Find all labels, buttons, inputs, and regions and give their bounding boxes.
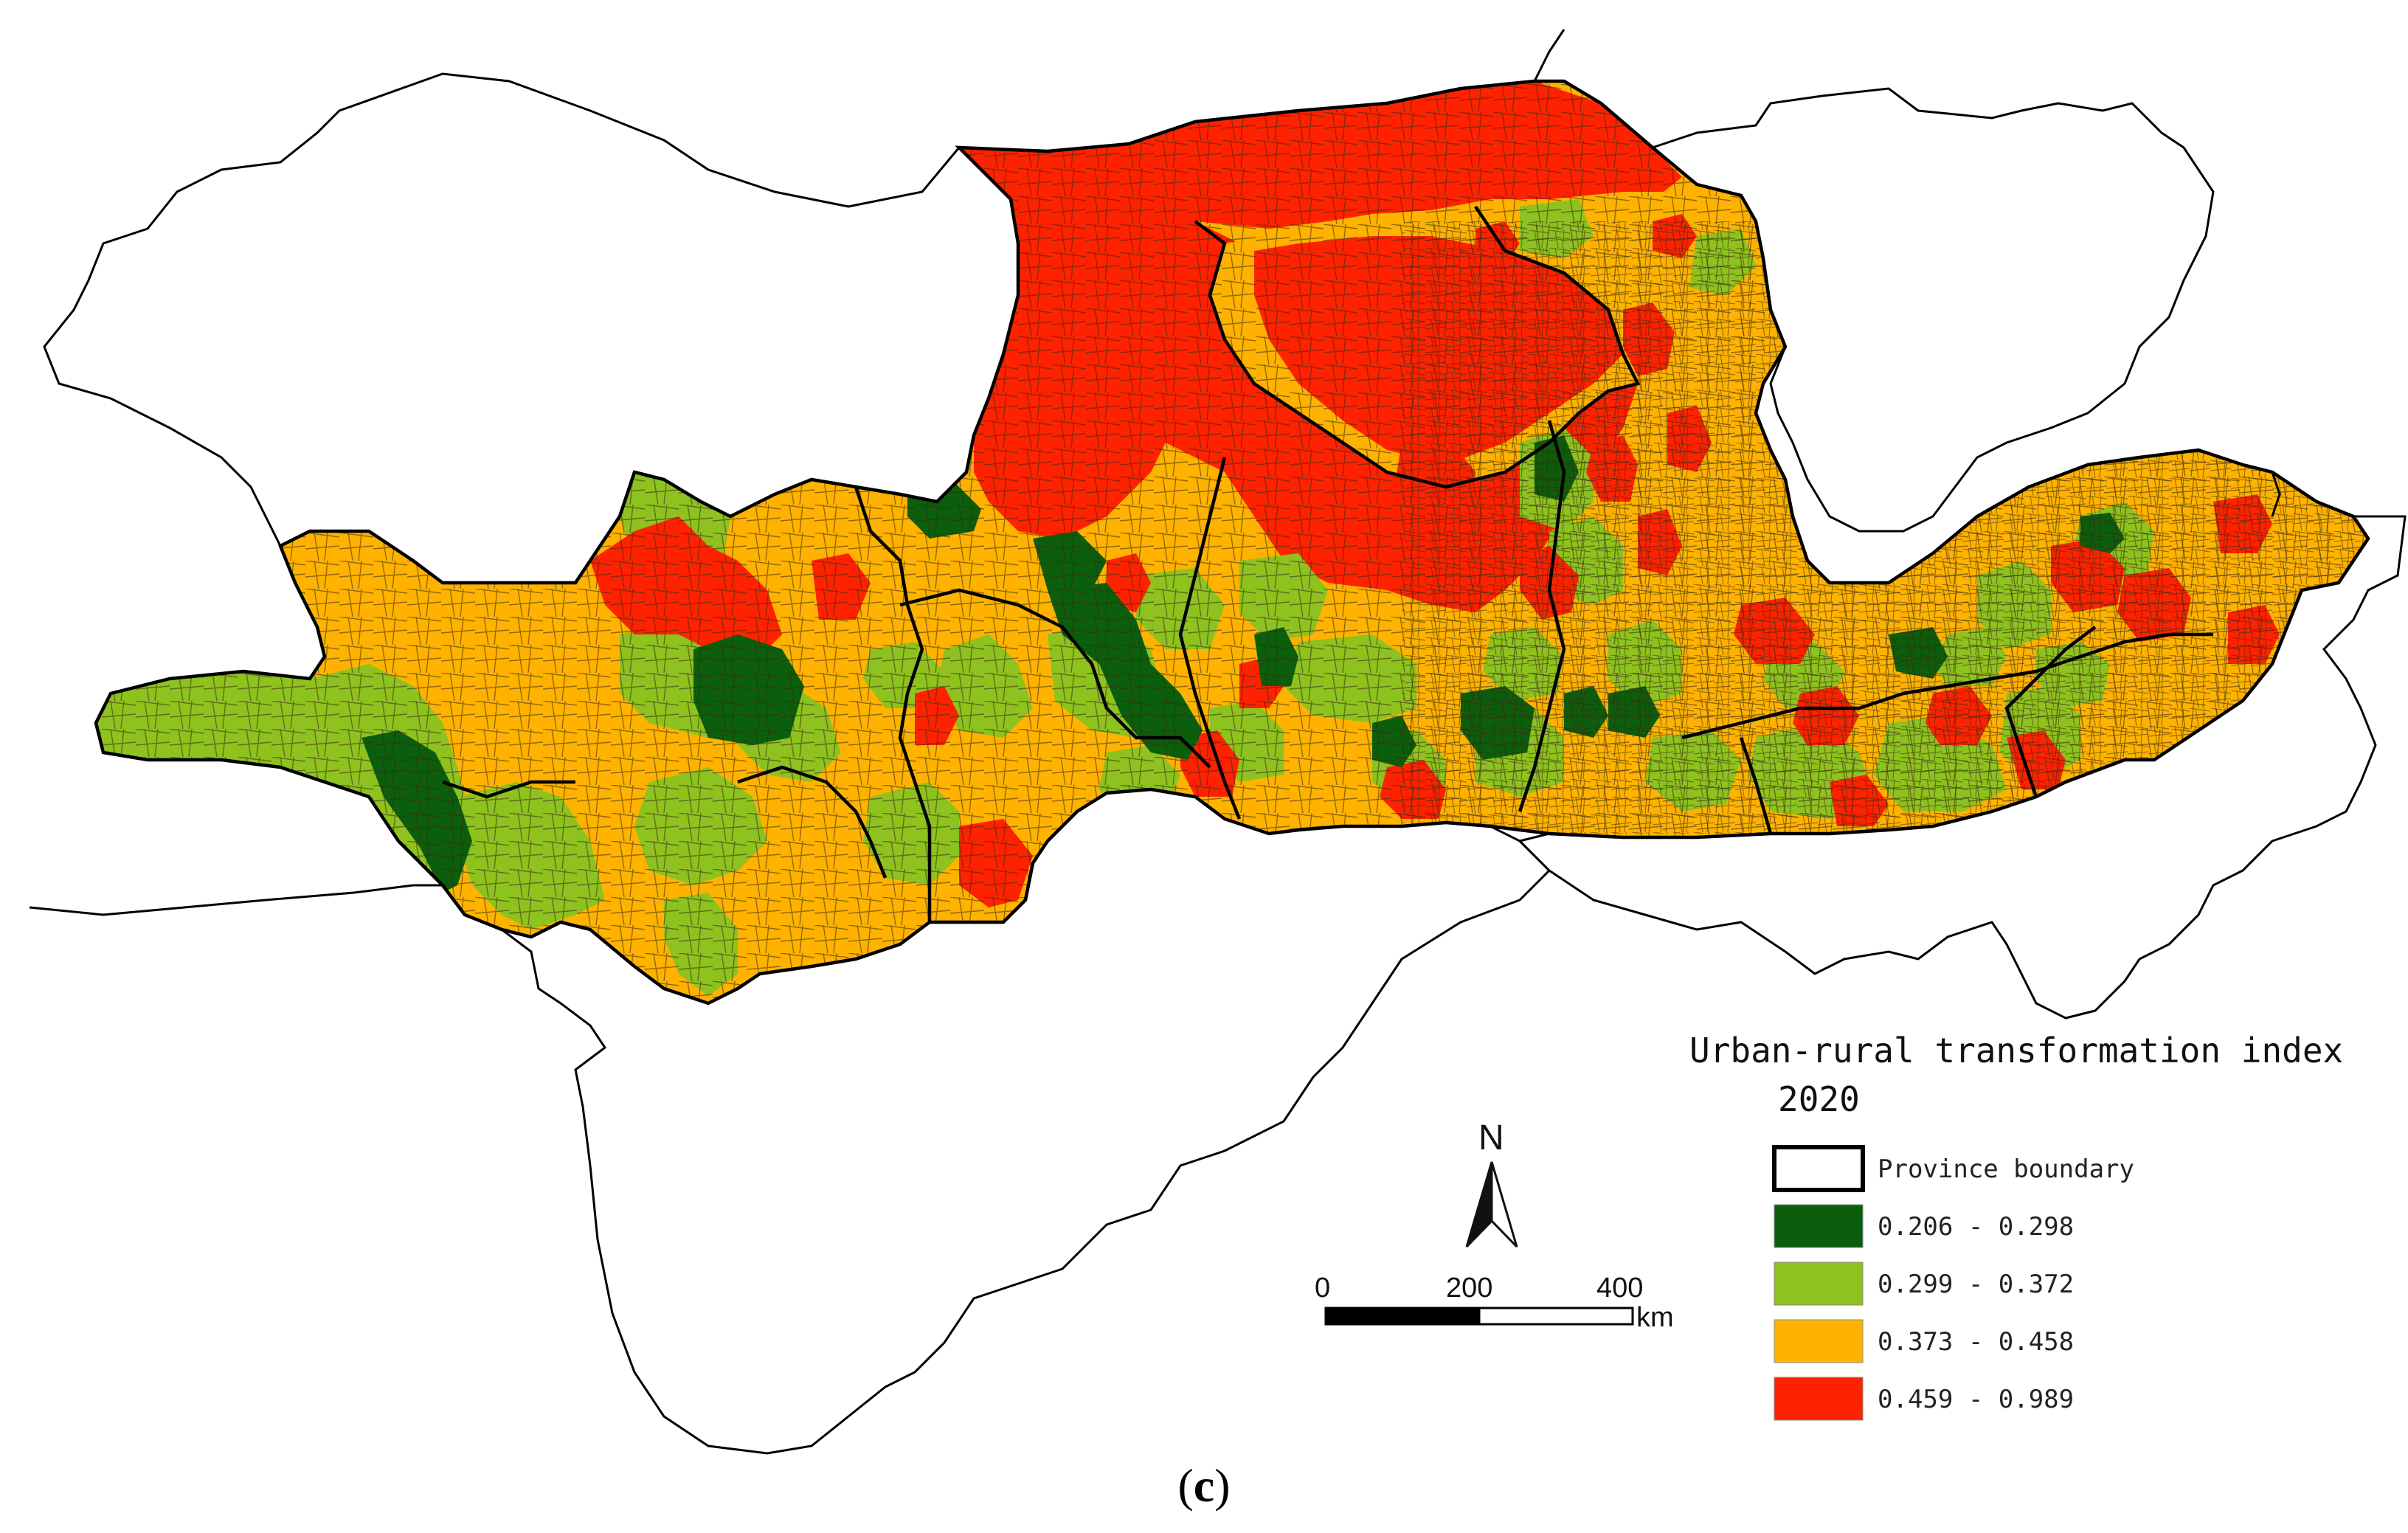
north-arrow: N <box>1465 1118 1518 1248</box>
legend-title: Urban-rural transformation index <box>1689 1031 2343 1070</box>
north-arrow-icon <box>1465 1161 1493 1248</box>
legend-swatch-class-4 <box>1774 1377 1864 1421</box>
scale-tick-400: 400 <box>1596 1273 1643 1304</box>
surrounding-provinces <box>29 72 2407 1455</box>
coastline <box>1533 29 2281 517</box>
scale-unit: km <box>1636 1302 1674 1333</box>
scale-tick-200: 200 <box>1446 1273 1492 1304</box>
figure-caption: (c) <box>1177 1459 1230 1512</box>
scale-bar: 0 200 400 km <box>1315 1273 1674 1333</box>
scale-bar-black <box>1324 1307 1481 1326</box>
province-boundaries <box>94 79 2370 1006</box>
legend-swatch-boundary <box>1772 1145 1865 1192</box>
scale-bar-white <box>1478 1307 1634 1326</box>
figure-caption-letter: c <box>1194 1459 1214 1512</box>
scale-tick-0: 0 <box>1315 1273 1330 1304</box>
legend-label-class-2: 0.299 - 0.372 <box>1878 1270 2074 1299</box>
legend-label-class-4: 0.459 - 0.989 <box>1878 1385 2074 1414</box>
legend-swatch-class-2 <box>1774 1262 1864 1306</box>
legend-label-class-3: 0.373 - 0.458 <box>1878 1327 2074 1357</box>
legend-swatch-class-3 <box>1774 1319 1864 1363</box>
legend-year: 2020 <box>1778 1079 1860 1119</box>
legend-label-class-1: 0.206 - 0.298 <box>1878 1212 2074 1242</box>
legend: Urban-rural transformation index 2020 Pr… <box>1689 1031 2343 1421</box>
legend-label-boundary: Province boundary <box>1878 1155 2134 1184</box>
legend-swatch-class-1 <box>1774 1204 1864 1248</box>
north-arrow-label: N <box>1478 1118 1504 1157</box>
